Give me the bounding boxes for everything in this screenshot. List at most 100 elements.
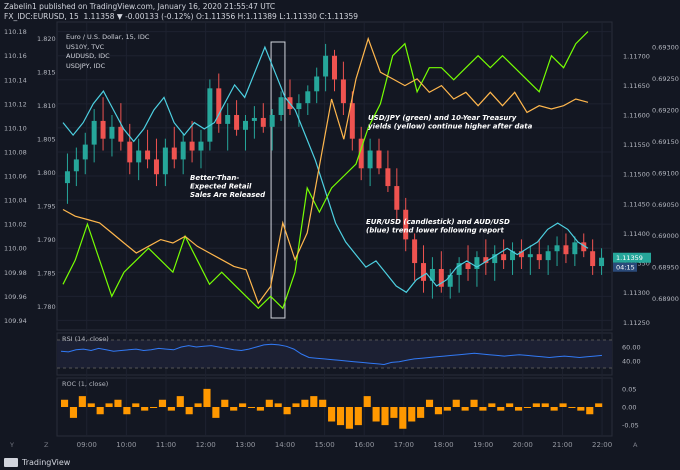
x-tick-label: 10:00 — [116, 441, 136, 449]
roc-tick: -0.05 — [622, 422, 639, 430]
candle-body — [340, 79, 346, 104]
roc-bar — [301, 399, 309, 407]
candle-body — [207, 88, 213, 142]
roc-bar — [203, 388, 211, 407]
left-axis-tick: 110.14 — [4, 76, 27, 84]
right-axis-2-tick: 0.69250 — [652, 75, 679, 83]
roc-bar — [132, 403, 140, 407]
candle-body — [118, 126, 124, 142]
left-axis-tick: 110.18 — [4, 28, 27, 36]
tradingview-brand[interactable]: TradingView — [4, 458, 70, 467]
roc-bar — [194, 403, 202, 407]
candle-body — [145, 150, 151, 160]
inner-axis-tick: 1.815 — [37, 69, 56, 77]
roc-bar — [461, 407, 469, 411]
right-axis-2-tick: 0.69100 — [652, 169, 679, 177]
axis-letter-y: Y — [9, 441, 14, 449]
candle-body — [269, 114, 275, 127]
candle-body — [180, 141, 186, 160]
roc-tick: 0.05 — [622, 385, 636, 393]
annotation-retail-sales: Sales Are Released — [190, 191, 266, 199]
candle-body — [599, 257, 605, 267]
candle-body — [429, 268, 435, 281]
right-axis-tick: 1.11550 — [623, 141, 650, 149]
symbol[interactable]: FX_IDC:EURUSD, 15 — [4, 12, 79, 21]
roc-bar — [185, 407, 193, 415]
roc-bar — [319, 399, 327, 407]
x-tick-label: 20:00 — [513, 441, 533, 449]
x-tick-label: 11:00 — [156, 441, 176, 449]
inner-axis-tick: 1.795 — [37, 203, 56, 211]
roc-bar — [78, 396, 86, 407]
right-axis-2-tick: 0.69200 — [652, 107, 679, 115]
candle-body — [136, 150, 142, 163]
inner-axis-tick: 1.785 — [37, 270, 56, 278]
rsi-band — [57, 340, 612, 368]
candle-body — [438, 268, 444, 287]
right-axis-2-tick: 0.69300 — [652, 44, 679, 52]
event-highlight-box — [270, 41, 286, 319]
candle-body — [349, 103, 355, 139]
roc-bar — [167, 407, 175, 411]
candle-body — [127, 141, 133, 163]
roc-tick: 0.00 — [622, 404, 636, 412]
candle-body — [581, 242, 587, 252]
x-tick-label: 22:00 — [592, 441, 612, 449]
time-label: 04:15 — [616, 264, 635, 272]
left-axis-tick: 110.08 — [4, 148, 27, 156]
candle-body — [367, 150, 373, 169]
rsi-line — [60, 343, 603, 366]
inner-axis-tick: 1.820 — [37, 35, 56, 43]
x-tick-label: 13:00 — [235, 441, 255, 449]
roc-bar — [523, 407, 532, 408]
roc-bar — [274, 403, 282, 407]
series-line-us10y — [62, 36, 589, 305]
candle-body — [153, 159, 159, 175]
candle-body — [483, 257, 489, 264]
candle-body — [403, 209, 409, 240]
candle-body — [314, 76, 320, 92]
brand-label: TradingView — [22, 458, 71, 467]
annotation-jpy-yields: USD/JPY (green) and 10-Year Treasury — [368, 114, 517, 122]
right-axis-tick: 1.11700 — [623, 52, 650, 60]
roc-bar — [497, 407, 505, 411]
candle-body — [394, 186, 400, 210]
roc-bar — [310, 396, 318, 407]
candle-body — [82, 144, 88, 160]
candle-body — [554, 245, 560, 252]
annotation-eur-aud: (blue) trend lower following report — [366, 227, 504, 235]
legend-item: USDJPY, IDC — [66, 61, 106, 70]
candle-body — [260, 117, 266, 127]
left-axis-tick: 110.12 — [4, 100, 27, 108]
series-line-usdjpy — [62, 31, 589, 310]
roc-bar — [479, 407, 487, 411]
roc-title: ROC (1, close) — [62, 380, 108, 388]
rsi-tick: 40.00 — [622, 358, 641, 366]
roc-bar — [577, 407, 585, 411]
candle-body — [198, 141, 204, 151]
candle-body — [545, 251, 551, 261]
right-axis-tick: 1.11600 — [623, 111, 650, 119]
right-axis-tick: 1.11400 — [623, 230, 650, 238]
legend-item: US10Y, TVC — [66, 42, 105, 51]
candle-body — [171, 147, 177, 160]
candle-body — [234, 114, 240, 130]
last-price-label: 1.11359 — [616, 254, 643, 262]
left-axis-tick: 109.98 — [4, 269, 27, 277]
right-axis-2-tick: 0.69000 — [652, 232, 679, 240]
left-axis-tick: 110.16 — [4, 52, 27, 60]
x-tick-label: 19:00 — [473, 441, 493, 449]
roc-bar — [417, 407, 425, 418]
candle-body — [296, 103, 302, 110]
tradingview-logo-icon — [4, 458, 18, 467]
roc-bar — [123, 407, 131, 415]
candle-body — [492, 254, 498, 264]
candle-body — [278, 97, 284, 115]
roc-bar — [239, 403, 247, 407]
candle-body — [563, 245, 569, 255]
candle-body — [305, 91, 311, 104]
right-axis-tick: 1.11250 — [623, 319, 650, 327]
x-tick-label: 14:00 — [275, 441, 295, 449]
x-tick-label: 18:00 — [433, 441, 453, 449]
